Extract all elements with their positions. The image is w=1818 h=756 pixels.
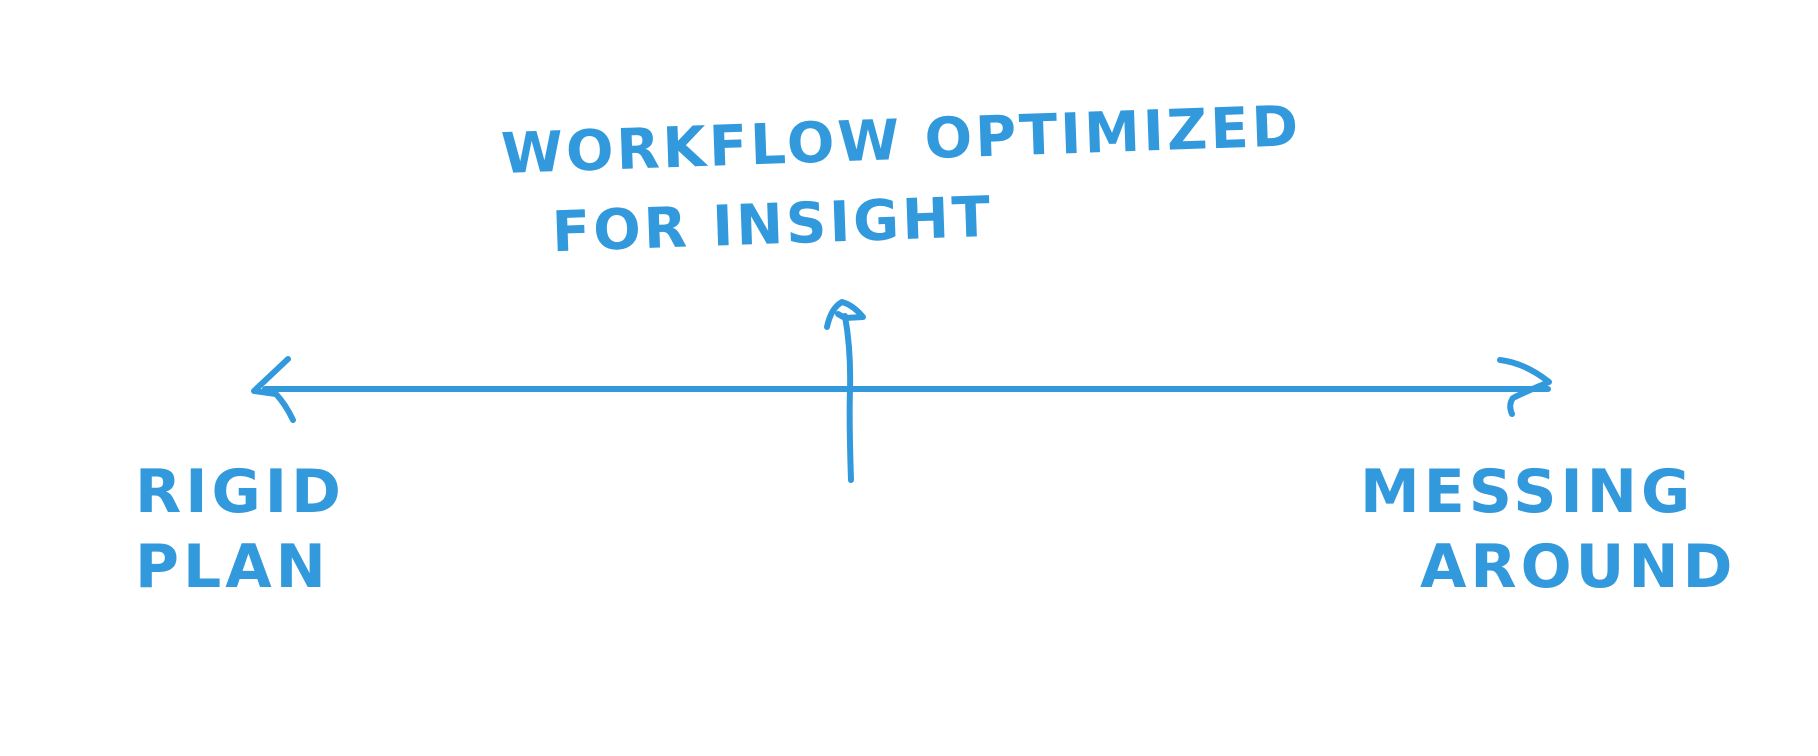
left-label-line-1: RIGID [135,457,345,527]
right-arrowhead-icon [1497,357,1552,417]
left-end-label: RIGID PLAN [135,455,345,605]
up-arrowhead-icon [824,299,866,330]
right-label-line-2: AROUND [1420,532,1737,602]
right-label-line-1: MESSING [1360,457,1695,527]
vertical-pointer-line [842,313,854,483]
top-label: WORKFLOW OPTIMIZED FOR INSIGHT [500,92,1305,270]
left-label-line-2: PLAN [135,532,330,602]
right-end-label: MESSING AROUND [1360,455,1736,605]
left-arrowhead-icon [251,356,296,423]
